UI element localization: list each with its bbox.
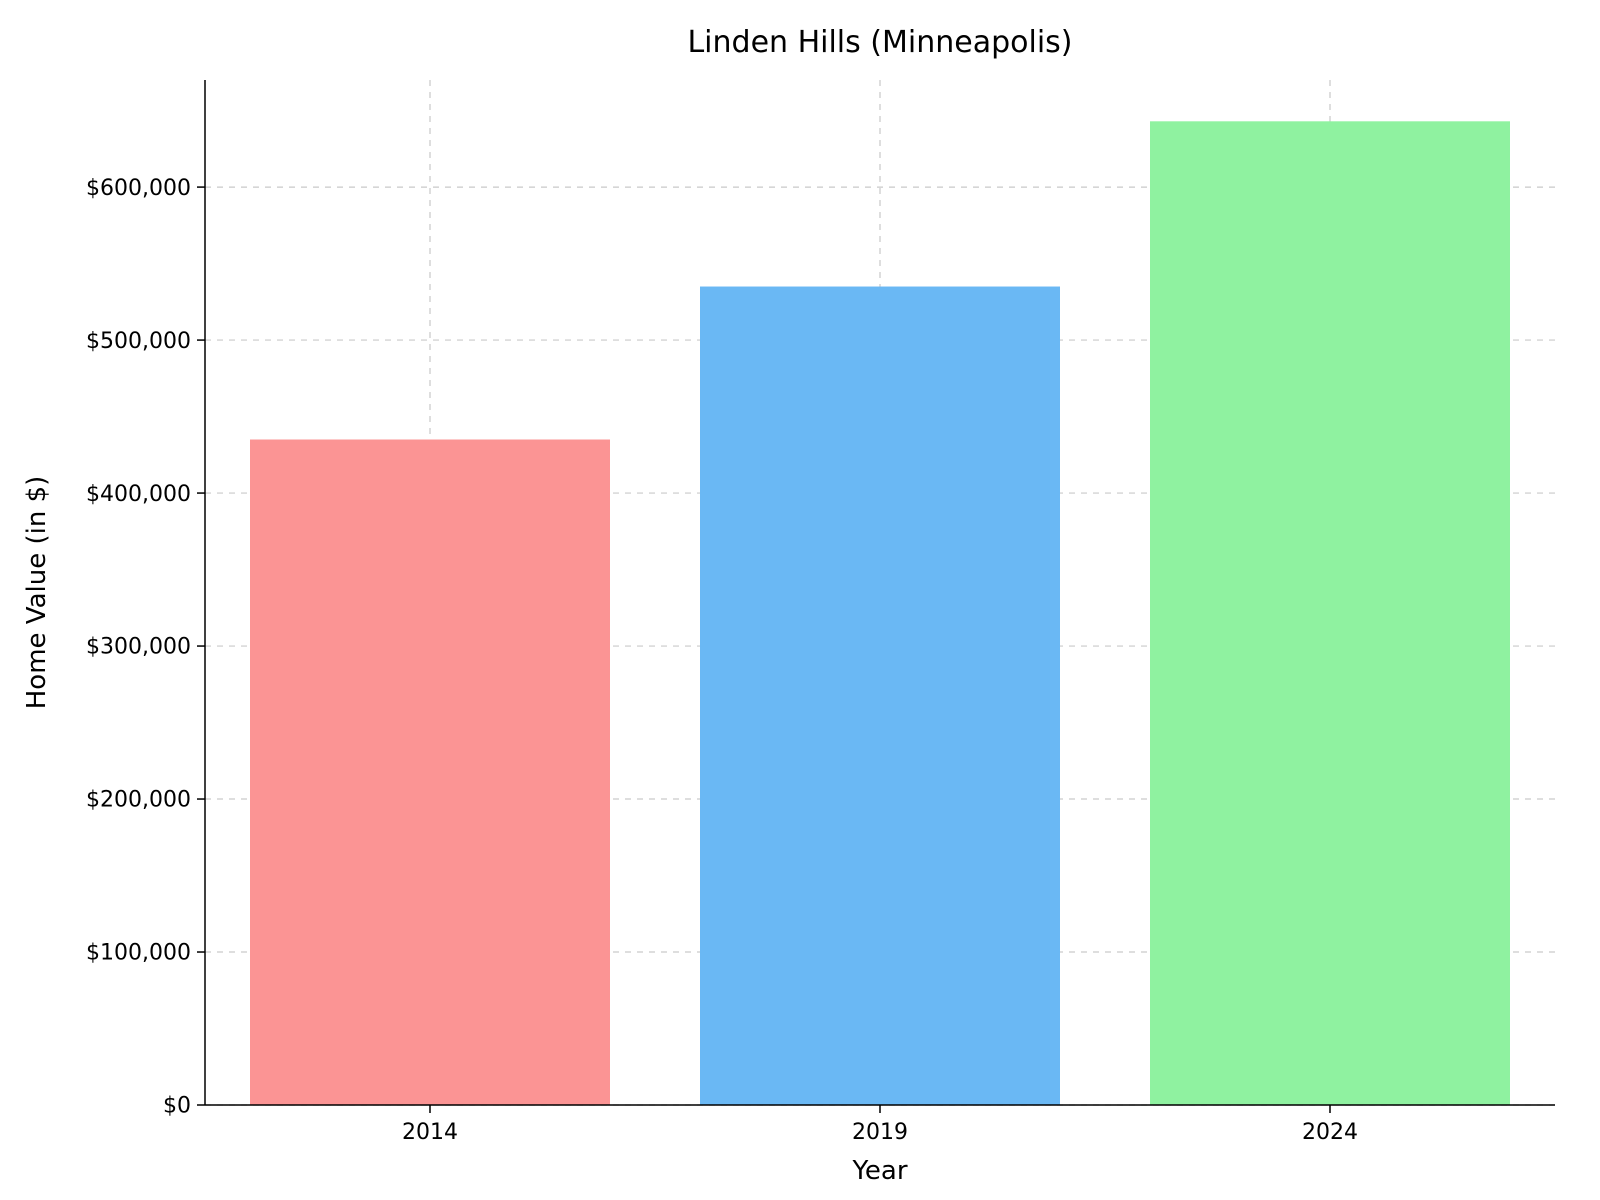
- bar-chart: 2014 2019 2024 $0 $100,000 $200,000 $300,000 $4…: [0, 0, 1600, 1200]
- bar: [1150, 121, 1510, 1105]
- y-tick-label: $0: [163, 1094, 191, 1119]
- y-tick-label: $200,000: [86, 788, 191, 813]
- chart-container: 2014 2019 2024 $0 $100,000 $200,000 $300,000 $4…: [0, 0, 1600, 1200]
- y-axis-label: Home Value (in $): [22, 476, 52, 710]
- y-tick-label: $500,000: [86, 329, 191, 354]
- y-tick-label: $600,000: [86, 176, 191, 201]
- chart-title: Linden Hills (Minneapolis): [687, 25, 1072, 60]
- x-tick-label: 2024: [1302, 1120, 1358, 1145]
- x-axis-label: Year: [851, 1156, 907, 1186]
- x-tick-label: 2019: [852, 1120, 908, 1145]
- bar: [250, 440, 610, 1105]
- y-tick-label: $300,000: [86, 635, 191, 660]
- bar: [700, 287, 1060, 1105]
- x-tick-label: 2014: [402, 1120, 458, 1145]
- y-tick-label: $400,000: [86, 482, 191, 507]
- y-tick-label: $100,000: [86, 941, 191, 966]
